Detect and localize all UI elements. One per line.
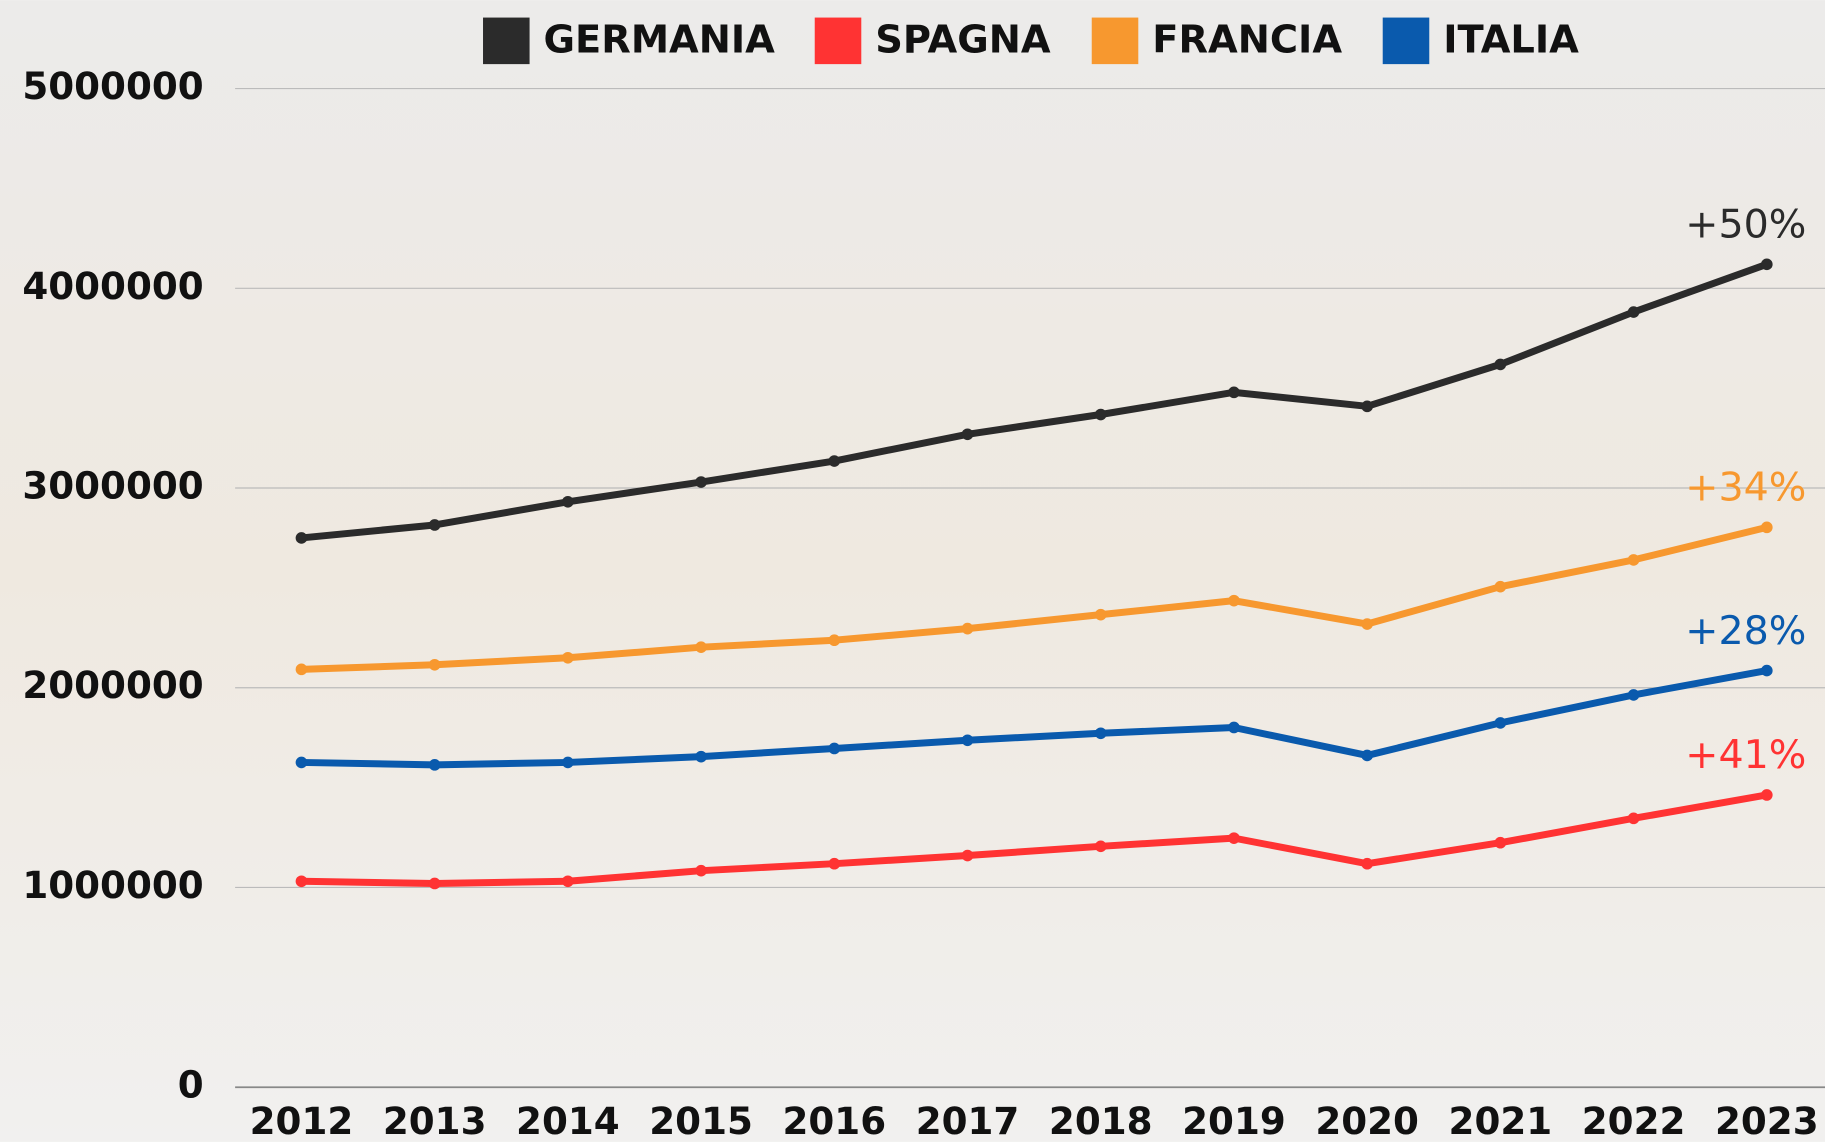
x-tick-label: 2021 — [1449, 1099, 1553, 1142]
data-point — [1228, 386, 1240, 399]
data-point — [1361, 400, 1373, 413]
x-tick-label: 2016 — [782, 1099, 886, 1142]
data-point — [828, 742, 841, 755]
x-tick-label: 2015 — [649, 1099, 753, 1142]
annotation: +41% — [1685, 732, 1806, 778]
data-point — [428, 759, 441, 771]
data-point — [1361, 618, 1373, 630]
data-point — [828, 857, 841, 870]
data-point — [1361, 749, 1373, 762]
data-point — [1494, 717, 1507, 729]
data-point — [1228, 594, 1240, 607]
data-point — [428, 658, 441, 671]
data-point — [1760, 258, 1773, 271]
data-point — [828, 455, 841, 467]
data-point — [1494, 580, 1507, 593]
data-point — [1094, 408, 1107, 421]
data-point — [562, 756, 574, 769]
data-point — [1494, 358, 1507, 371]
data-point — [295, 756, 308, 769]
x-tick-label: 2019 — [1182, 1099, 1286, 1142]
legend-label: GERMANIA — [544, 18, 776, 63]
x-tick-label: 2012 — [250, 1099, 354, 1142]
data-point — [1494, 836, 1507, 849]
y-tick-label: 2000000 — [22, 663, 203, 707]
legend-swatch — [483, 17, 530, 65]
legend-swatch — [814, 17, 862, 65]
data-point — [1094, 727, 1107, 740]
legend-swatch — [1382, 17, 1430, 65]
data-point — [695, 476, 707, 488]
series-line — [301, 791, 1768, 887]
data-point — [1361, 857, 1373, 870]
data-point — [1094, 608, 1107, 621]
x-tick-label: 2014 — [516, 1099, 620, 1142]
data-point — [1627, 306, 1640, 318]
data-point — [562, 495, 574, 508]
x-tick-label: 2023 — [1715, 1099, 1819, 1142]
data-point — [1760, 664, 1773, 677]
annotation: +34% — [1685, 465, 1806, 511]
x-tick-label: 2022 — [1582, 1099, 1686, 1142]
y-tick-label: 3000000 — [22, 464, 203, 508]
x-tick-label: 2013 — [383, 1099, 487, 1142]
data-point — [961, 849, 974, 862]
x-tick-label: 2017 — [916, 1099, 1020, 1142]
y-tick-label: 5000000 — [22, 64, 203, 108]
x-tick-label: 2020 — [1315, 1099, 1419, 1142]
series-line — [301, 667, 1768, 769]
data-point — [1627, 812, 1640, 825]
data-point — [961, 734, 974, 747]
data-point — [1228, 721, 1240, 734]
data-point — [562, 651, 574, 664]
legend-label: ITALIA — [1443, 18, 1579, 63]
legend-swatch — [1091, 17, 1139, 65]
data-point — [428, 877, 441, 890]
x-tick-label: 2018 — [1049, 1099, 1153, 1142]
legend-label: SPAGNA — [875, 18, 1051, 63]
data-point — [1760, 521, 1773, 534]
annotation: +50% — [1685, 202, 1806, 248]
data-point — [428, 519, 441, 531]
series-line — [301, 261, 1768, 542]
y-tick-label: 0 — [178, 1063, 204, 1107]
data-point — [828, 634, 841, 647]
data-point — [295, 532, 308, 544]
data-point — [1228, 832, 1240, 844]
data-point — [695, 641, 707, 654]
legend-label: FRANCIA — [1152, 18, 1342, 63]
series-line — [301, 523, 1768, 673]
y-tick-label: 1000000 — [22, 863, 203, 907]
annotation: +28% — [1685, 608, 1806, 654]
data-point — [695, 750, 707, 763]
data-point — [1094, 840, 1107, 853]
data-point — [295, 663, 308, 676]
data-point — [562, 875, 574, 888]
data-point — [1627, 689, 1640, 701]
data-point — [1627, 554, 1640, 566]
data-point — [961, 428, 974, 441]
data-point — [295, 875, 308, 888]
data-point — [695, 864, 707, 877]
data-point — [961, 622, 974, 635]
y-tick-label: 4000000 — [22, 264, 203, 308]
data-point — [1760, 789, 1773, 801]
